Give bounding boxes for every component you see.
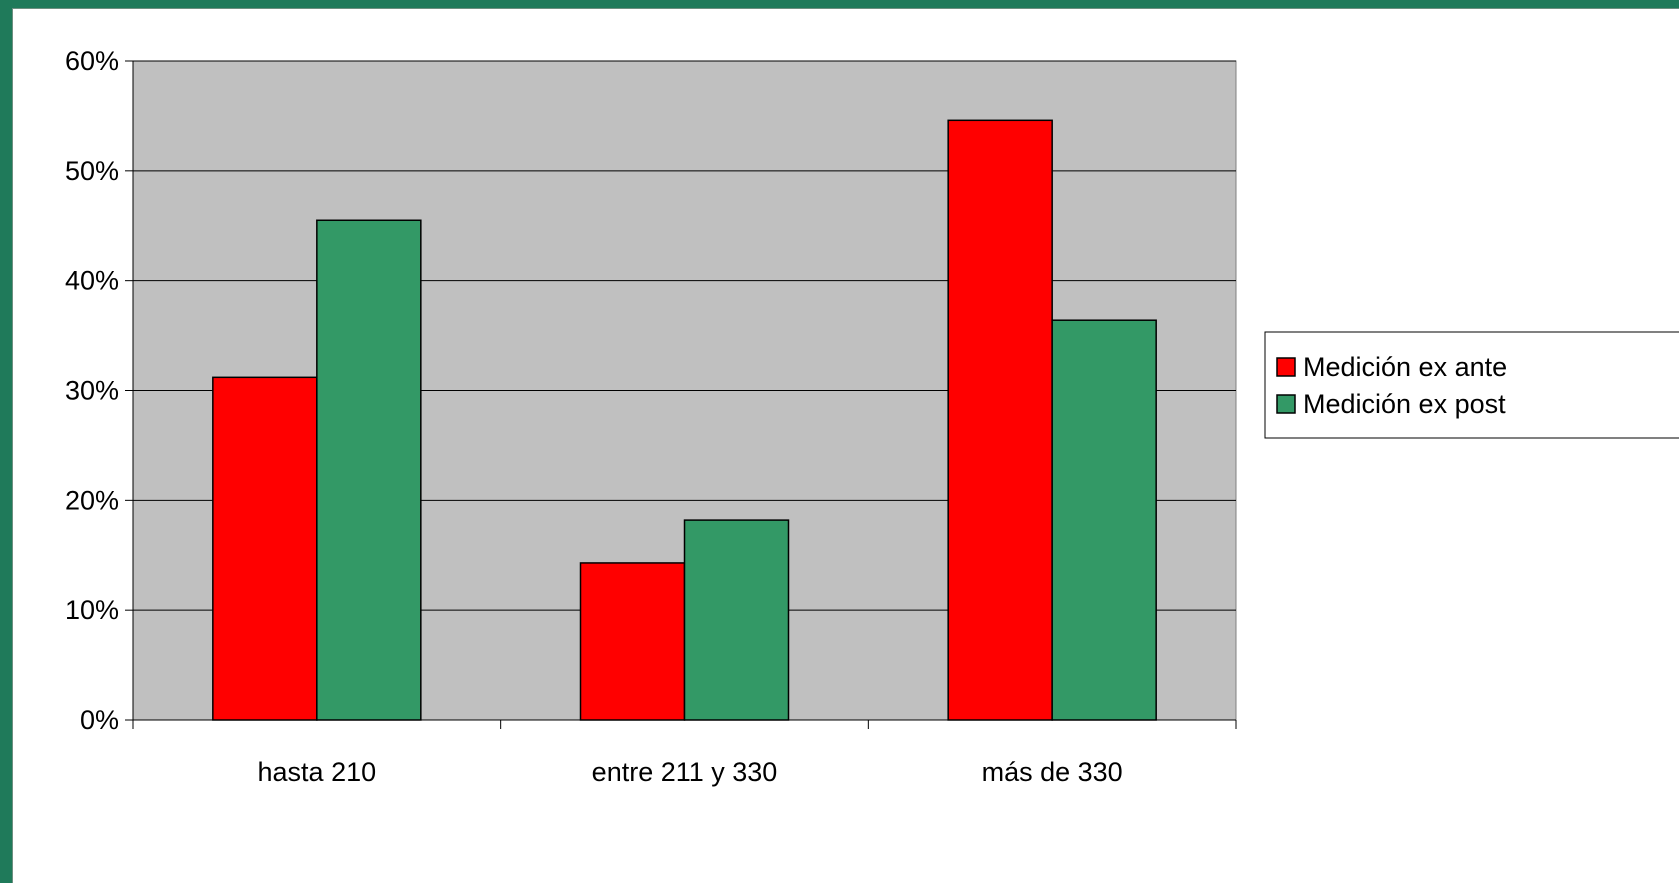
y-tick-label: 40% — [65, 266, 119, 296]
y-tick-label: 0% — [80, 705, 119, 735]
bar-ex-post-0 — [316, 219, 422, 721]
bar-ex-ante-0 — [212, 376, 318, 721]
x-tick-label: entre 211 y 330 — [592, 757, 778, 787]
legend-box — [1264, 331, 1679, 439]
bar-ex-post-1 — [683, 519, 790, 721]
legend-label-ex-ante: Medición ex ante — [1303, 352, 1507, 382]
legend-swatch-ex-post — [1276, 394, 1296, 414]
bars — [212, 119, 1157, 721]
bar-ex-ante-1 — [579, 562, 686, 721]
y-tick-label: 30% — [65, 376, 119, 406]
y-tick-label: 20% — [65, 485, 119, 515]
y-tick-label: 50% — [65, 156, 119, 186]
bar-ex-ante-2 — [947, 119, 1053, 721]
bar-chart: 0% 10% 20% 30% 40% 50% 60% hasta 210 entre 211 … — [65, 46, 1679, 787]
y-tick-label: 10% — [65, 595, 119, 625]
chart-frame: 0% 10% 20% 30% 40% 50% 60% hasta 210 entre 211 … — [12, 8, 1679, 883]
y-axis: 0% 10% 20% 30% 40% 50% 60% — [65, 46, 134, 735]
x-tick-label: hasta 210 — [258, 757, 377, 787]
y-tick-label: 60% — [65, 46, 119, 76]
x-tick-label: más de 330 — [982, 757, 1123, 787]
legend: Medición ex ante Medición ex post — [1264, 331, 1679, 439]
legend-label-ex-post: Medición ex post — [1303, 389, 1506, 419]
legend-swatch-ex-ante — [1276, 357, 1296, 377]
bar-ex-post-2 — [1051, 319, 1157, 721]
x-axis: hasta 210 entre 211 y 330 más de 330 — [132, 719, 1237, 787]
